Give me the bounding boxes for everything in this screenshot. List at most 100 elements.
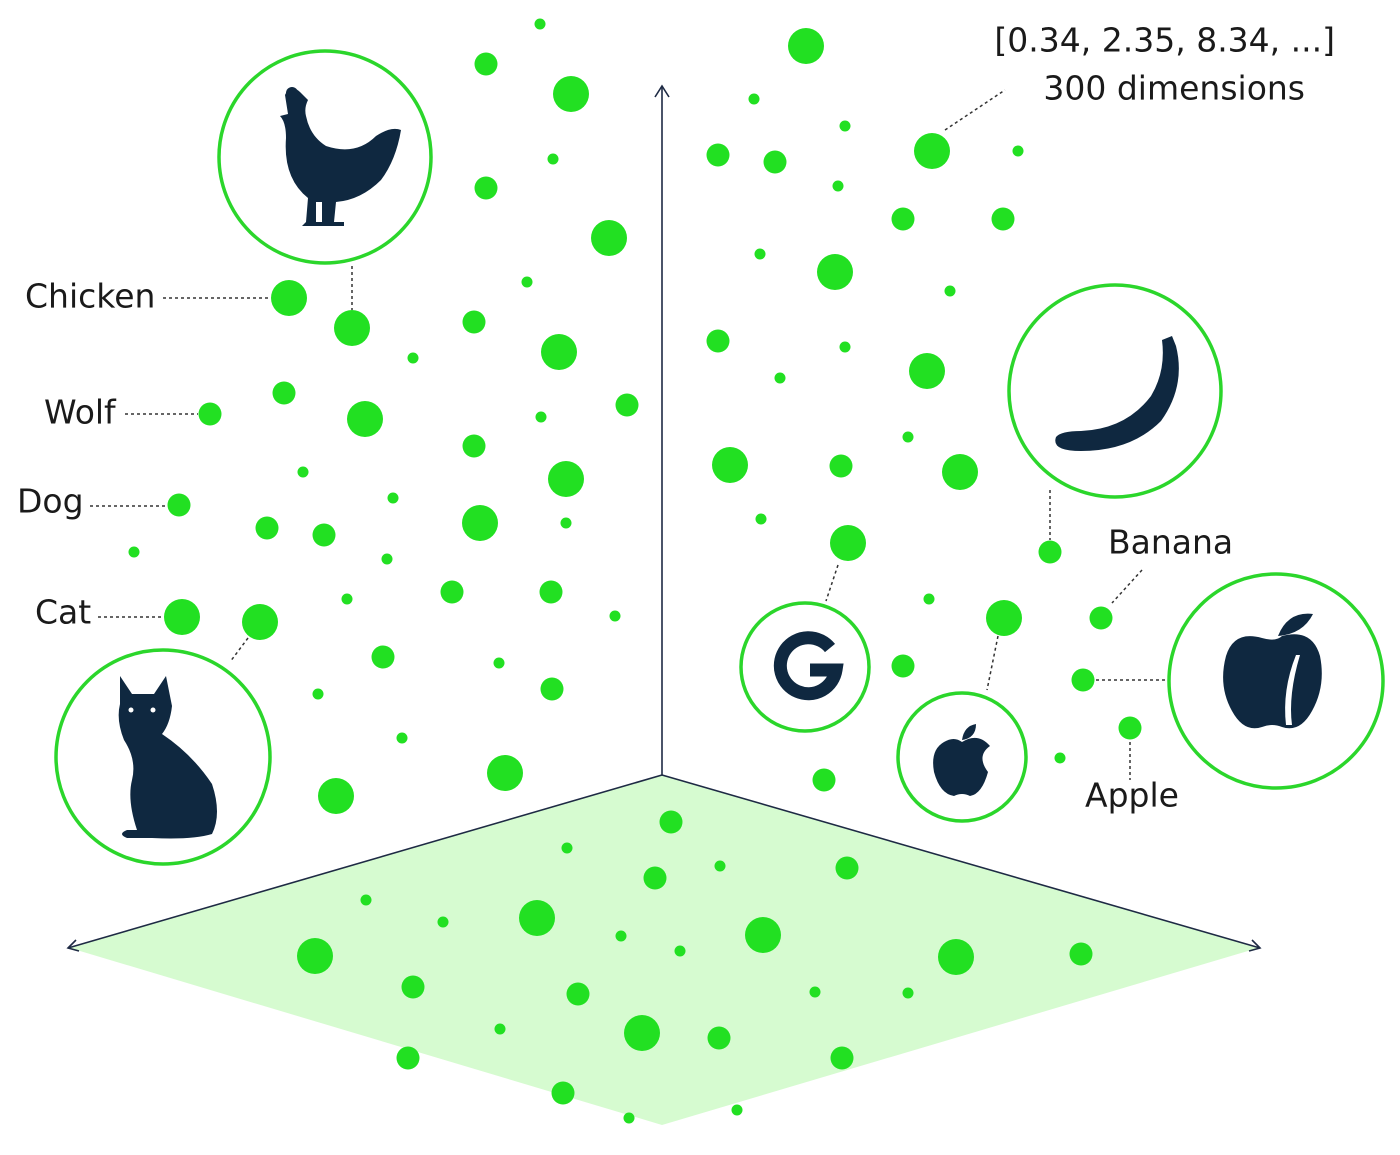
embedding-dot (706, 143, 730, 167)
embedding-dot (591, 220, 627, 256)
embedding-dot (521, 276, 533, 288)
embedding-dot (297, 466, 309, 478)
arrow-y (1248, 939, 1262, 952)
embedding-dot (812, 768, 836, 792)
embedding-dot (914, 133, 950, 169)
dots (128, 18, 1142, 1124)
embedding-dot (534, 18, 546, 30)
embedding-dot (835, 856, 859, 880)
embedding-dot (707, 1026, 731, 1050)
embedding-dot (547, 153, 559, 165)
embedding-dot (942, 454, 978, 490)
embedding-dot (561, 842, 573, 854)
leader (229, 637, 249, 663)
embedding-dot (487, 755, 523, 791)
embedding-dot (493, 657, 505, 669)
embedding-dot (1054, 752, 1066, 764)
embedding-dot (712, 447, 748, 483)
embedding-dot (830, 1046, 854, 1070)
embedding-dot (839, 120, 851, 132)
embedding-dot (839, 341, 851, 353)
embedding-dot (560, 517, 572, 529)
embedding-dot (462, 310, 486, 334)
embedding-dot (991, 207, 1015, 231)
label: Cat (35, 593, 91, 632)
label: Dog (17, 482, 84, 521)
axes (66, 84, 1262, 952)
apple-badge (1167, 572, 1385, 790)
embedding-dot (551, 1081, 575, 1105)
label: Wolf (44, 393, 117, 432)
embedding-dot (539, 580, 563, 604)
embedding-dot (624, 1015, 660, 1051)
embedding-dot (381, 553, 393, 565)
chicken-badge (217, 49, 433, 265)
embedding-dot (474, 52, 498, 76)
vector-values: [0.34, 2.35, 8.34, ...] (994, 21, 1335, 60)
embedding-dot (566, 982, 590, 1006)
apple-logo-leaf (962, 724, 976, 740)
embedding-dot (938, 939, 974, 975)
embedding-dot (271, 280, 307, 316)
embedding-dot (1069, 942, 1093, 966)
embedding-dot (401, 975, 425, 999)
embedding-dot (830, 525, 866, 561)
cat-icon (118, 676, 217, 839)
embedding-dot (474, 176, 498, 200)
embedding-dot (396, 732, 408, 744)
embedding-dot (1038, 540, 1062, 564)
embedding-dot (1118, 716, 1142, 740)
embedding-dot (809, 986, 821, 998)
arrow-z (654, 84, 670, 98)
embedding-dot (437, 916, 449, 928)
embedding-dot (541, 334, 577, 370)
embedding-dot (944, 285, 956, 297)
embedding-dot (519, 900, 555, 936)
apple-leaf (1278, 613, 1313, 636)
badge-ring (1007, 283, 1223, 499)
embedding-dot (334, 310, 370, 346)
embedding-dot (198, 402, 222, 426)
embedding-dot (829, 454, 853, 478)
embedding-dot (731, 1104, 743, 1116)
embedding-dot (396, 1046, 420, 1070)
embedding-dot (817, 254, 853, 290)
embedding-dot (643, 866, 667, 890)
embedding-dot (714, 860, 726, 872)
leader (986, 635, 999, 691)
embedding-dot (1089, 606, 1113, 630)
embedding-dot (347, 401, 383, 437)
label: Banana (1108, 523, 1233, 562)
floor-plane (70, 775, 1258, 1125)
embedding-dot (371, 645, 395, 669)
vector-dimensions: 300 dimensions (1043, 69, 1305, 108)
banana-badge (1007, 283, 1223, 499)
embedding-dot (553, 76, 589, 112)
embedding-dot (164, 599, 200, 635)
embedding-dot (462, 505, 498, 541)
embedding-dot (755, 513, 767, 525)
embedding-dot (255, 516, 279, 540)
embedding-dot (312, 688, 324, 700)
label: Chicken (25, 277, 155, 316)
embedding-dot (902, 987, 914, 999)
embedding-dot (891, 207, 915, 231)
apple-icon (1223, 634, 1322, 729)
chicken-icon (280, 88, 401, 227)
embedding-dot (242, 604, 278, 640)
cat-eye (128, 707, 134, 713)
embedding-dot (788, 28, 824, 64)
embedding-dot (341, 593, 353, 605)
embedding-dot (318, 778, 354, 814)
embedding-dot (462, 434, 486, 458)
apple-logo-badge (896, 691, 1028, 823)
apple-logo-icon (933, 737, 990, 796)
leader (1111, 569, 1143, 604)
embedding-dot (535, 411, 547, 423)
leader (825, 564, 839, 602)
embedding-dot (745, 917, 781, 953)
embedding-dot (440, 580, 464, 604)
google-badge (739, 601, 871, 733)
embedding-dot (360, 894, 372, 906)
embedding-dot (297, 938, 333, 974)
